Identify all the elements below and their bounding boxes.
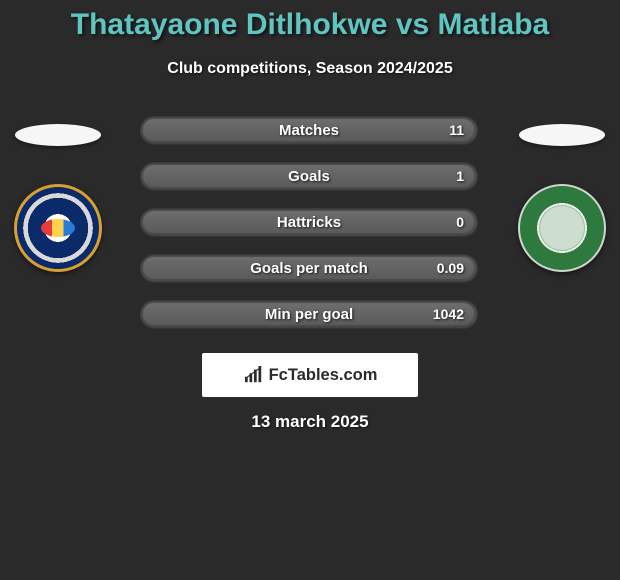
right-column bbox=[502, 116, 620, 272]
bar-matches: Matches 11 bbox=[140, 116, 478, 144]
bar-value: 1042 bbox=[433, 300, 464, 328]
bar-chart-icon bbox=[243, 366, 265, 384]
comparison-panel: Matches 11 Goals 1 Hattricks 0 Goals per… bbox=[0, 116, 620, 376]
right-club-badge bbox=[518, 184, 606, 272]
bar-label: Goals per match bbox=[140, 254, 478, 282]
bar-label: Hattricks bbox=[140, 208, 478, 236]
bar-value: 0 bbox=[456, 208, 464, 236]
bar-hattricks: Hattricks 0 bbox=[140, 208, 478, 236]
bar-label: Matches bbox=[140, 116, 478, 144]
bar-goals: Goals 1 bbox=[140, 162, 478, 190]
brand-box: FcTables.com bbox=[202, 353, 418, 397]
left-club-badge bbox=[14, 184, 102, 272]
subtitle: Club competitions, Season 2024/2025 bbox=[0, 60, 620, 78]
page-title: Thatayaone Ditlhokwe vs Matlaba bbox=[0, 0, 620, 42]
bar-label: Goals bbox=[140, 162, 478, 190]
bar-value: 11 bbox=[449, 116, 464, 144]
bar-min-per-goal: Min per goal 1042 bbox=[140, 300, 478, 328]
left-flag-oval bbox=[15, 124, 101, 146]
left-column bbox=[0, 116, 118, 272]
date-text: 13 march 2025 bbox=[0, 412, 620, 432]
bar-value: 1 bbox=[456, 162, 464, 190]
bar-label: Min per goal bbox=[140, 300, 478, 328]
bar-value: 0.09 bbox=[437, 254, 464, 282]
stat-bars: Matches 11 Goals 1 Hattricks 0 Goals per… bbox=[140, 116, 478, 328]
brand-text: FcTables.com bbox=[269, 366, 378, 385]
supersport-star-icon bbox=[41, 219, 75, 237]
right-flag-oval bbox=[519, 124, 605, 146]
bar-goals-per-match: Goals per match 0.09 bbox=[140, 254, 478, 282]
